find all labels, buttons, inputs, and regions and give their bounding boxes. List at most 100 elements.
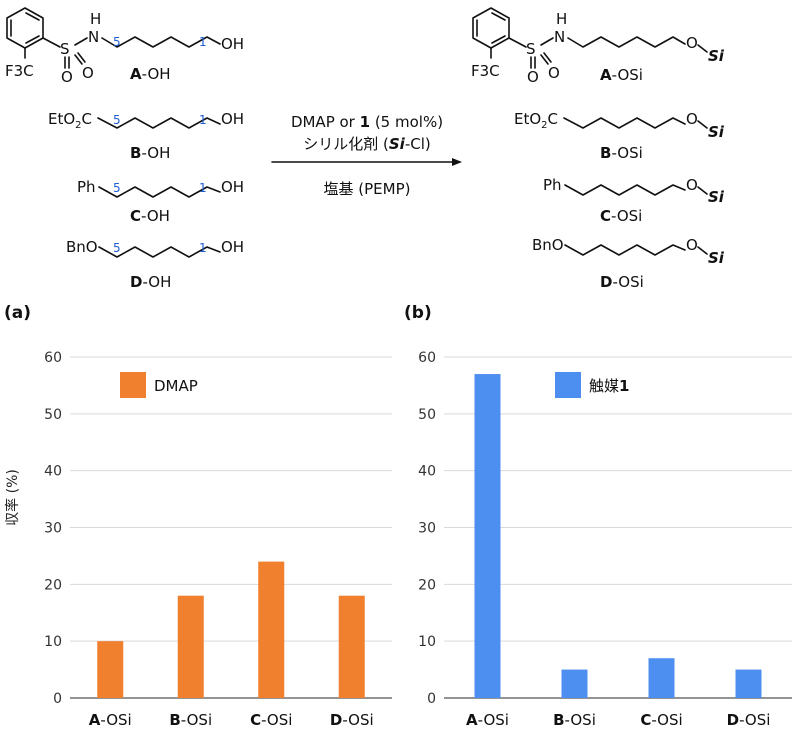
phenyl-group-product-c: Ph	[543, 176, 562, 194]
x-tick-label-suffix: -OSi	[478, 711, 509, 729]
condition-silylating-agent: シリル化剤 (Si-Cl)	[303, 135, 430, 153]
compound-label-a-osi: A-OSi	[600, 66, 643, 84]
x-tick-label-suffix: -OSi	[100, 711, 131, 729]
panel-label: (b)	[404, 303, 432, 323]
bar-c-osi	[258, 561, 285, 698]
x-tick-label-suffix: -OSi	[181, 711, 212, 729]
y-tick-label: 20	[44, 577, 62, 593]
cf3-label-product-a: F3C	[471, 62, 500, 80]
oxygen-atom-product-c: O	[686, 176, 698, 194]
hydroxyl-label-b: OH	[221, 110, 244, 128]
bar-b-osi	[561, 669, 588, 698]
x-tick-label-letter: C	[640, 711, 651, 729]
x-tick-label: D-OSi	[727, 711, 771, 729]
x-tick-label-suffix: -OSi	[261, 711, 292, 729]
reactant-b-structure: EtO2C 5 1 OH B-OH	[48, 110, 244, 162]
x-tick-label-letter: B	[553, 711, 564, 729]
x-tick-label: B-OSi	[553, 711, 596, 729]
x-tick-label: B-OSi	[169, 711, 212, 729]
legend-label-number: 1	[619, 377, 629, 395]
hydroxyl-label-a: OH	[221, 35, 244, 53]
position-1-label: 1	[199, 35, 207, 49]
hydrogen-atom-product-a: H	[556, 10, 567, 28]
legend-label: DMAP	[154, 377, 198, 395]
ester-group-product-b: EtO2C	[514, 110, 558, 131]
x-tick-label-suffix: -OSi	[565, 711, 596, 729]
product-c-structure: Ph O Si C-OSi	[543, 176, 725, 225]
y-tick-label: 10	[44, 634, 62, 650]
compound-label-c-oh: C-OH	[130, 207, 170, 225]
position-5-label: 5	[113, 181, 121, 195]
x-tick-label-letter: B	[169, 711, 180, 729]
nitrogen-atom-product-a: N	[554, 28, 565, 46]
compound-label-b-osi: B-OSi	[600, 144, 643, 162]
reaction-arrow: DMAP or 1 (5 mol%) シリル化剤 (Si-Cl) 塩基 (PEM…	[271, 113, 462, 198]
compound-label-d-osi: D-OSi	[600, 273, 644, 291]
position-1-label: 1	[199, 241, 207, 255]
benzyloxy-group-product-d: BnO	[532, 236, 564, 254]
reaction-scheme: F3C S O O N H 5 1 OH A-OH EtO2C 5 1 OH B…	[5, 7, 725, 291]
oxygen-atom: O	[548, 64, 560, 82]
x-tick-label: C-OSi	[250, 711, 292, 729]
ester-group-b: EtO2C	[48, 110, 92, 131]
bar-a-osi	[97, 641, 124, 698]
bar-d-osi	[735, 669, 762, 698]
compound-label-c-osi: C-OSi	[600, 207, 642, 225]
x-tick-label-letter: A	[89, 711, 101, 729]
silyl-group-c: Si	[708, 188, 725, 206]
y-tick-label: 50	[44, 407, 62, 423]
y-tick-label: 0	[427, 691, 436, 707]
legend-swatch	[555, 372, 581, 398]
oxygen-atom: O	[61, 68, 73, 86]
oxygen-atom: O	[527, 68, 539, 86]
silyl-group-d: Si	[708, 249, 725, 267]
condition-catalyst: DMAP or 1 (5 mol%)	[291, 113, 443, 131]
compound-label-b-oh: B-OH	[130, 144, 170, 162]
oxygen-atom-product-d: O	[686, 236, 698, 254]
compound-label-a-oh: A-OH	[130, 65, 171, 83]
x-tick-label-suffix: -OSi	[739, 711, 770, 729]
product-b-structure: EtO2C O Si B-OSi	[514, 110, 725, 162]
x-tick-label: C-OSi	[640, 711, 682, 729]
y-axis-label: 収率 (%)	[4, 469, 21, 526]
hydroxyl-label-c: OH	[221, 178, 244, 196]
benzyloxy-group-d: BnO	[66, 238, 98, 256]
compound-label-d-oh: D-OH	[130, 273, 171, 291]
hydrogen-atom-a: H	[90, 10, 101, 28]
x-tick-label: A-OSi	[89, 711, 132, 729]
y-tick-label: 40	[44, 464, 62, 480]
sulfur-atom-product-a: S	[526, 40, 536, 58]
panel-label: (a)	[4, 303, 31, 323]
x-tick-label-suffix: -OSi	[651, 711, 682, 729]
oxygen-atom-product-b: O	[686, 110, 698, 128]
x-tick-label-letter: A	[466, 711, 478, 729]
reactant-c-structure: Ph 5 1 OH C-OH	[77, 178, 244, 225]
legend-label: 触媒1	[589, 377, 629, 395]
x-tick-label-suffix: -OSi	[342, 711, 373, 729]
x-tick-label-letter: D	[330, 711, 342, 729]
y-tick-label: 40	[418, 464, 436, 480]
oxygen-atom-product-a: O	[686, 34, 698, 52]
x-tick-label: A-OSi	[466, 711, 509, 729]
bar-b-osi	[177, 595, 204, 698]
silyl-group-a: Si	[708, 47, 725, 65]
position-5-label: 5	[113, 241, 121, 255]
y-tick-label: 60	[418, 350, 436, 366]
position-1-label: 1	[199, 113, 207, 127]
hydroxyl-label-d: OH	[221, 238, 244, 256]
y-tick-label: 60	[44, 350, 62, 366]
arrow-head-icon	[452, 158, 462, 166]
cf3-label-a: F3C	[5, 62, 34, 80]
position-5-label: 5	[113, 35, 121, 49]
sulfur-atom-a: S	[60, 40, 70, 58]
bar-a-osi	[474, 374, 501, 698]
silyl-group-b: Si	[708, 123, 725, 141]
product-d-structure: BnO O Si D-OSi	[532, 236, 725, 291]
position-1-label: 1	[199, 181, 207, 195]
bar-d-osi	[338, 595, 365, 698]
position-5-label: 5	[113, 113, 121, 127]
reactant-a-structure: F3C S O O N H 5 1 OH A-OH	[5, 7, 244, 86]
reactant-d-structure: BnO 5 1 OH D-OH	[66, 238, 244, 291]
